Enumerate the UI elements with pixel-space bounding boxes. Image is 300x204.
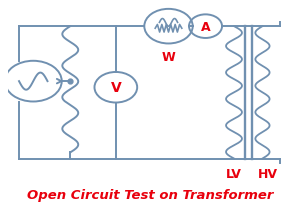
Text: A: A xyxy=(201,21,210,33)
Text: V: V xyxy=(110,81,121,95)
Text: Open Circuit Test on Transformer: Open Circuit Test on Transformer xyxy=(27,188,273,201)
Text: HV: HV xyxy=(258,167,278,180)
Text: W: W xyxy=(162,50,176,63)
Text: LV: LV xyxy=(226,167,242,180)
